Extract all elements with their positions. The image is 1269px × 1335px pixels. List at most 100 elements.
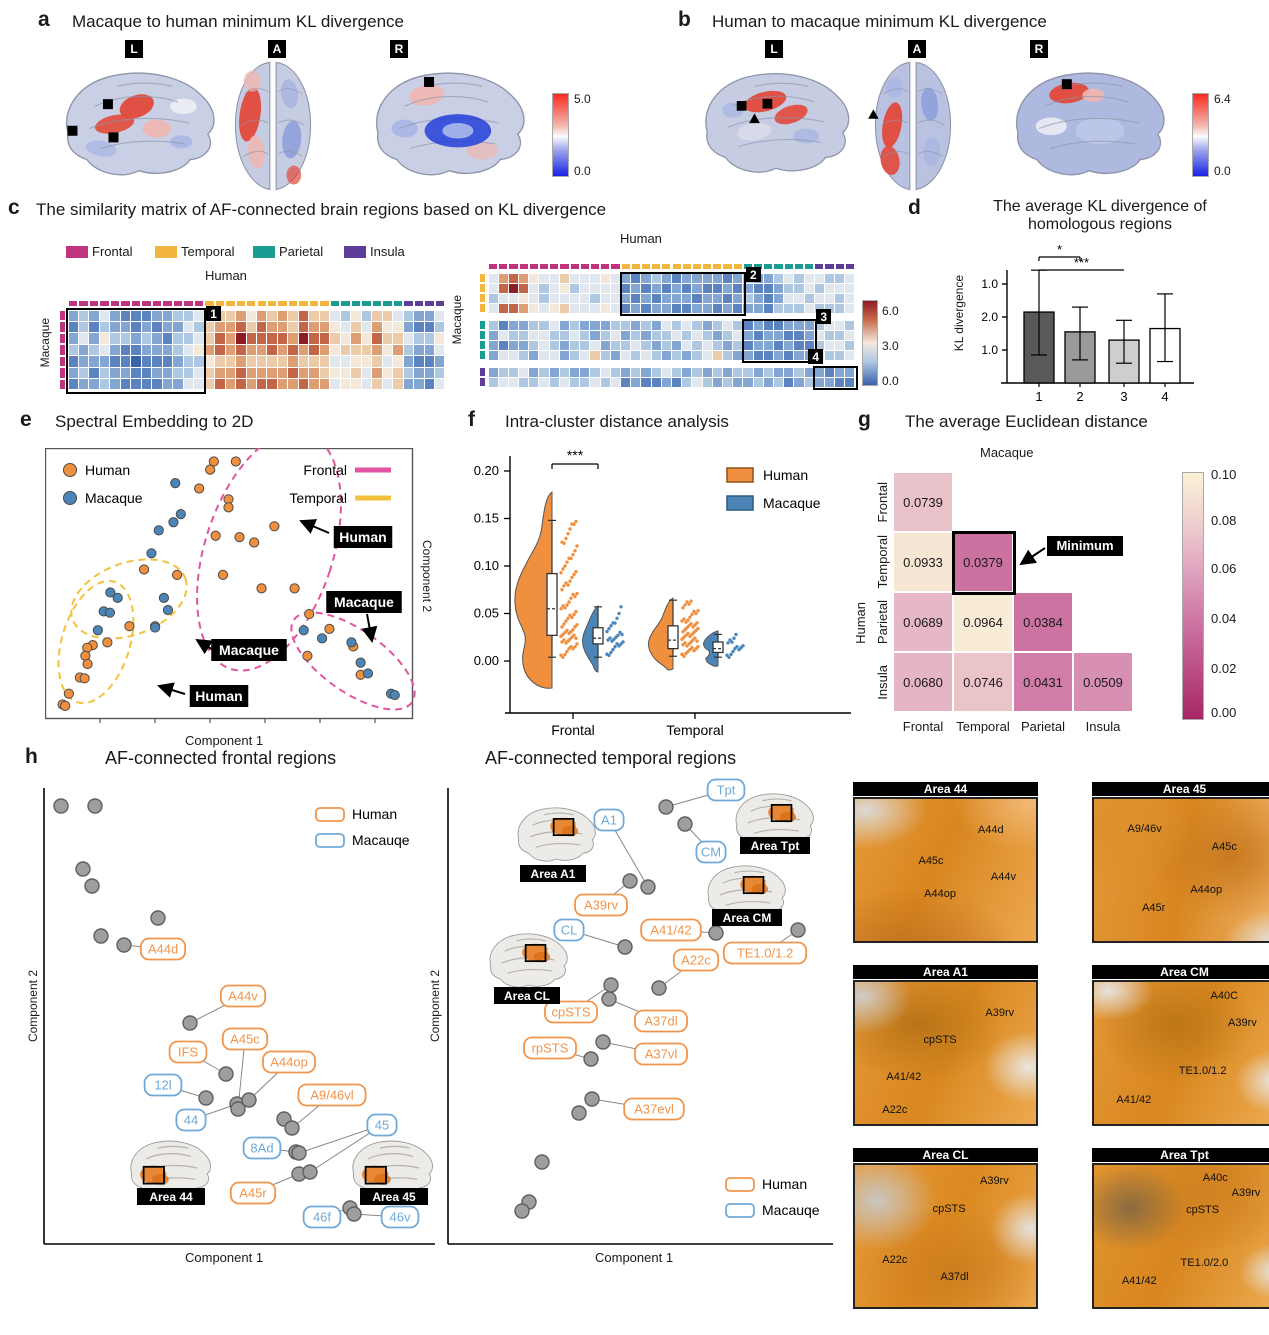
svg-text:Minimum: Minimum	[1056, 538, 1113, 553]
col-strip	[519, 264, 528, 269]
hm-cell	[99, 333, 110, 344]
hm-cell	[382, 321, 393, 333]
hm-cell	[141, 344, 152, 356]
row-strip	[480, 321, 485, 329]
hm-cell	[559, 283, 570, 293]
hm-cell	[692, 330, 702, 340]
g-cell: 0.0933	[894, 533, 952, 591]
hm-cell	[488, 367, 498, 377]
g-colorbar	[1182, 472, 1204, 720]
hm-cell	[257, 367, 267, 379]
hm-cell	[682, 283, 692, 293]
inset-areaA1	[508, 802, 604, 871]
right-ylabel: Macaque	[450, 295, 464, 345]
hm-cell	[68, 333, 78, 344]
panel-h-label: h	[25, 745, 38, 768]
hm-cell	[298, 356, 309, 367]
hm-cell	[610, 293, 621, 303]
hm-cell	[529, 350, 539, 360]
hm-cell	[845, 377, 855, 387]
hm-cell	[351, 321, 361, 333]
hm-cell	[508, 303, 519, 313]
heatmap-left-xlabel: Human	[205, 268, 261, 283]
heatmap-left: 1	[60, 301, 485, 430]
hm-cell	[753, 293, 763, 303]
brain-inset	[489, 933, 568, 988]
inset-areaCL	[480, 928, 576, 997]
row-strip	[480, 284, 485, 292]
hm-cell	[267, 310, 277, 321]
row-strip	[480, 368, 485, 376]
hm-cell	[298, 321, 309, 333]
g-cell: 0.0746	[954, 653, 1012, 711]
hm-cell	[570, 303, 580, 313]
hm-cell	[773, 340, 784, 350]
hm-cell	[68, 356, 78, 367]
hm-cell	[141, 379, 152, 390]
hm-cell	[773, 377, 784, 387]
hm-cell	[351, 344, 361, 356]
hm-cell	[753, 340, 763, 350]
hm-cell	[372, 356, 382, 367]
brain-lateral	[66, 72, 215, 176]
hm-cell	[194, 310, 204, 321]
svg-text:A22c: A22c	[681, 953, 711, 968]
hm-cell	[351, 310, 361, 321]
hm-cell	[743, 340, 753, 350]
hm-cell	[89, 333, 99, 344]
hm-cell	[651, 350, 661, 360]
hm-cell	[309, 344, 319, 356]
hm-cell	[610, 350, 621, 360]
col-strip	[754, 264, 763, 269]
hm-cell	[99, 344, 110, 356]
hm-cell	[773, 293, 784, 303]
g-cbar-tick: 0.10	[1211, 467, 1237, 482]
g-row-label: Temporal	[875, 535, 890, 589]
hm-cell	[631, 293, 641, 303]
col-strip	[226, 301, 235, 306]
hm-cell	[712, 320, 722, 330]
legend-insula: Insula	[370, 244, 405, 259]
hm-cell	[804, 330, 814, 340]
svg-text:Human: Human	[339, 529, 386, 545]
hm-cell	[330, 379, 340, 390]
hm-cell	[784, 350, 794, 360]
hm-cell	[110, 321, 120, 333]
hm-cell	[549, 340, 559, 350]
hm-cell	[824, 377, 835, 387]
panel-c-title: The similarity matrix of AF-connected br…	[36, 200, 607, 219]
inset-areaTpt	[726, 788, 822, 857]
hm-cell	[498, 283, 508, 293]
panel-b-cbar-min: 0.0	[1214, 162, 1231, 180]
hm-cell	[204, 321, 215, 333]
panel-g-top-label: Macaque	[980, 445, 1033, 460]
inset-areaCM-label: Area CM	[712, 909, 782, 926]
hm-cell	[309, 367, 319, 379]
hm-cell	[753, 350, 763, 360]
tile-note-A44v: A44v	[990, 871, 1016, 884]
hm-cell	[600, 273, 610, 283]
col-strip	[320, 301, 329, 306]
hm-cell	[743, 283, 753, 293]
hm-cell	[498, 320, 508, 330]
panel-a-view-A: A	[268, 40, 286, 58]
hm-cell	[814, 303, 824, 313]
panel-g-label: g	[858, 408, 871, 431]
hm-cell	[110, 344, 120, 356]
hm-cell	[288, 344, 298, 356]
col-strip	[425, 301, 434, 306]
col-strip	[100, 301, 109, 306]
hm-cell	[824, 293, 835, 303]
col-strip	[163, 301, 172, 306]
hm-cell	[372, 367, 382, 379]
hm-cell	[580, 273, 590, 283]
hm-cell	[600, 320, 610, 330]
svg-text:A44op: A44op	[270, 1055, 308, 1070]
hm-cell	[194, 367, 204, 379]
hm-cell	[529, 340, 539, 350]
hm-cell	[508, 293, 519, 303]
panel-b-cbar-max: 6.4	[1214, 90, 1231, 108]
hm-cell	[110, 379, 120, 390]
tile-image-2: A9/46v A45c A44op A45r	[1092, 797, 1269, 943]
hm-cell	[580, 330, 590, 340]
